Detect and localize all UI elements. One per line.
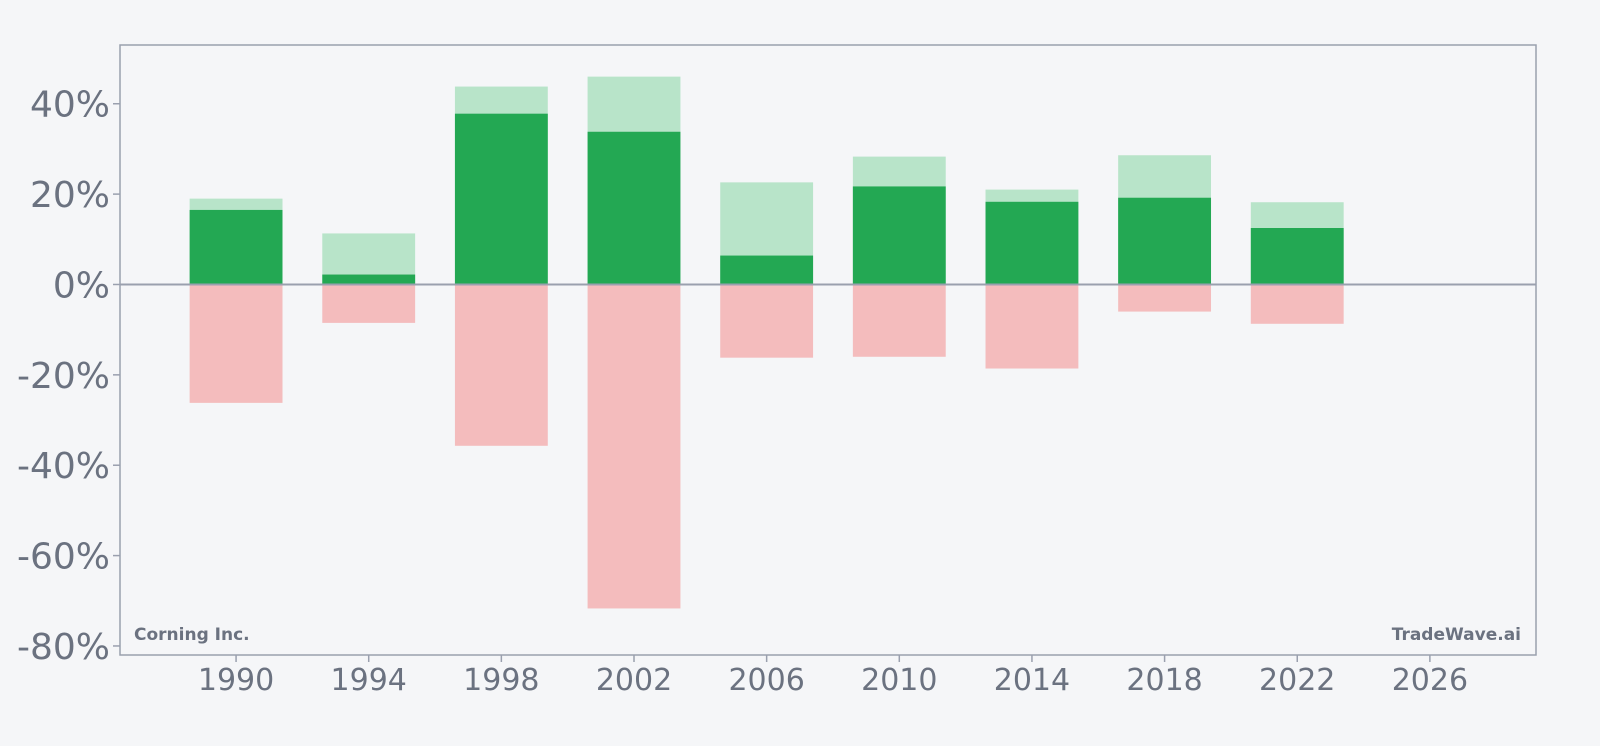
x-tick-label: 2002 xyxy=(596,663,672,698)
dark-bar-2022 xyxy=(1250,228,1344,285)
negative-bar-1994 xyxy=(322,284,416,323)
brand-watermark: TradeWave.ai xyxy=(1392,625,1521,645)
negative-bar-1990 xyxy=(189,284,283,403)
x-tick-label: 2026 xyxy=(1392,663,1468,698)
negative-bar-2010 xyxy=(852,284,946,357)
x-axis: 1990 1994 1998 2002 2006 2010 2014 2018 2022 2026 xyxy=(198,655,1468,698)
x-tick-label: 2018 xyxy=(1126,663,1202,698)
x-tick-label: 2014 xyxy=(994,663,1070,698)
dark-bar-2006 xyxy=(720,255,814,285)
negative-bar-2014 xyxy=(985,284,1079,369)
dark-bar-1994 xyxy=(322,274,416,285)
x-tick-label: 2022 xyxy=(1259,663,1335,698)
company-label: Corning Inc. xyxy=(134,625,250,645)
y-tick-label: 20% xyxy=(30,175,110,216)
x-tick-label: 1998 xyxy=(463,663,539,698)
negative-bar-2006 xyxy=(720,284,814,358)
dark-bar-2014 xyxy=(985,201,1079,285)
x-tick-label: 2006 xyxy=(728,663,804,698)
negative-bar-2002 xyxy=(587,284,681,609)
dark-bar-2002 xyxy=(587,131,681,285)
y-tick-label: 0% xyxy=(53,265,110,306)
x-tick-label: 2010 xyxy=(861,663,937,698)
y-tick-label: -20% xyxy=(17,356,110,397)
y-tick-label: -60% xyxy=(17,537,110,578)
x-tick-label: 1990 xyxy=(198,663,274,698)
dark-bar-2010 xyxy=(852,186,946,285)
negative-bar-2022 xyxy=(1250,284,1344,324)
dark-bar-1998 xyxy=(454,113,548,285)
y-tick-label: -40% xyxy=(17,446,110,487)
y-tick-label: -80% xyxy=(17,627,110,668)
dark-bar-1990 xyxy=(189,209,283,285)
negative-bar-1998 xyxy=(454,284,548,446)
negative-bars xyxy=(189,284,1344,609)
y-tick-label: 40% xyxy=(30,85,110,126)
x-tick-label: 1994 xyxy=(331,663,407,698)
plot-frame xyxy=(119,44,1537,656)
dark-bar-2018 xyxy=(1118,197,1212,285)
negative-bar-2018 xyxy=(1118,284,1212,312)
y-axis: 40% 20% 0% -20% -40% -60% -80% xyxy=(17,85,120,668)
dark-bars xyxy=(189,113,1344,285)
